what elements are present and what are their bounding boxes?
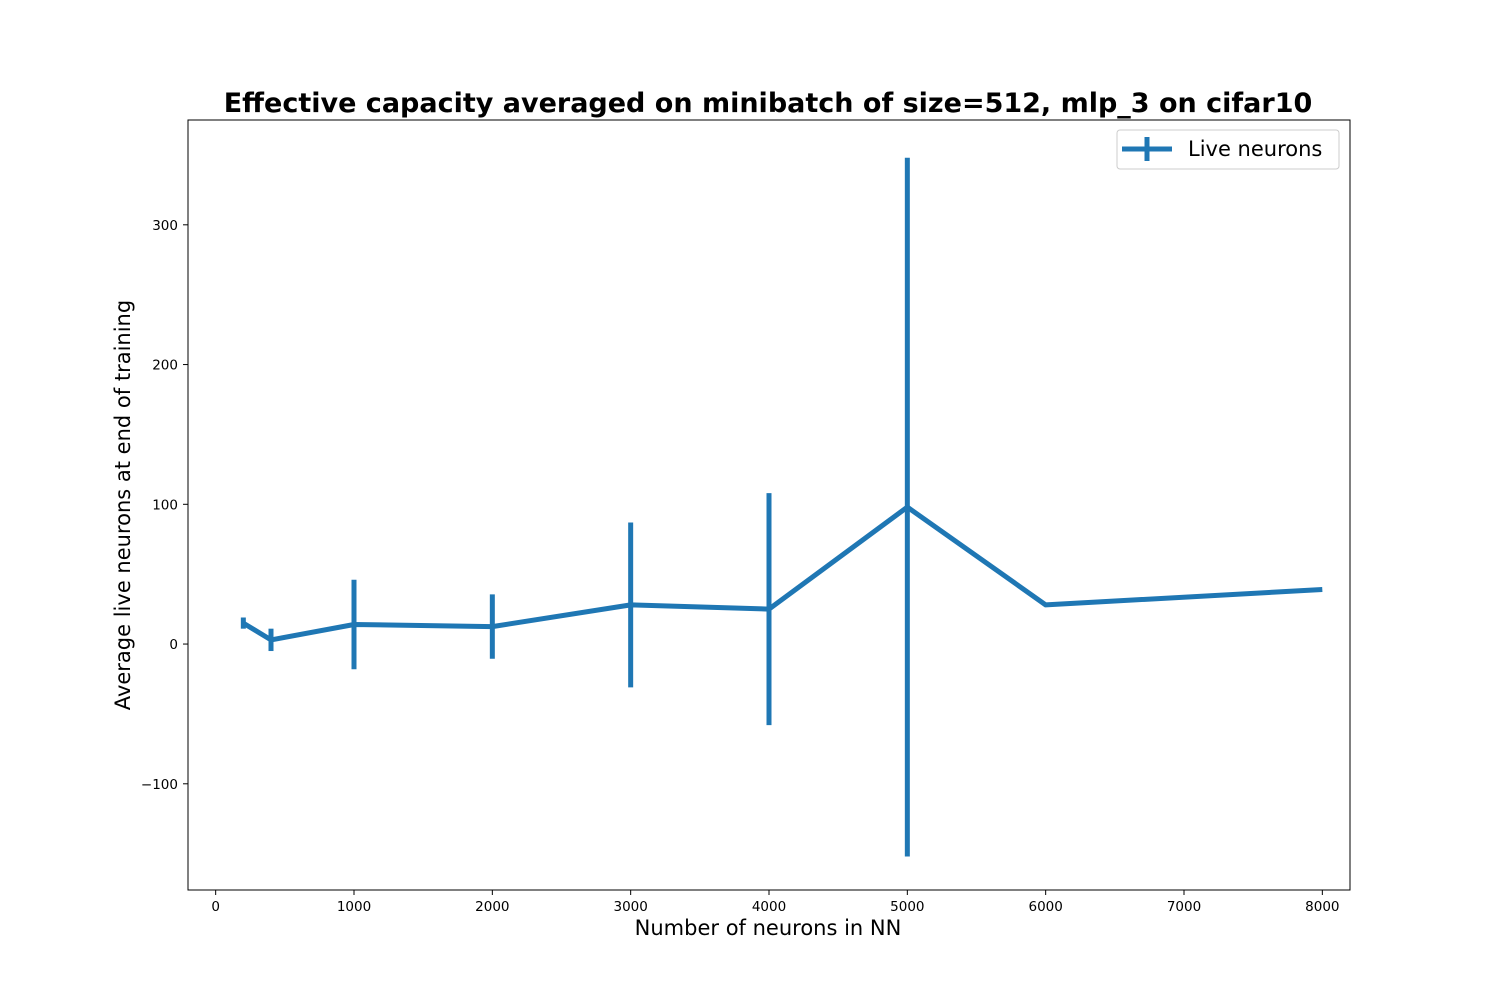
x-tick-label: 2000 bbox=[475, 899, 509, 915]
x-tick-label: 1000 bbox=[337, 899, 371, 915]
legend-label-live-neurons: Live neurons bbox=[1188, 137, 1322, 161]
x-tick-label: 7000 bbox=[1167, 899, 1201, 915]
x-tick-label: 0 bbox=[211, 899, 220, 915]
x-tick-label: 8000 bbox=[1305, 899, 1339, 915]
x-tick-label: 6000 bbox=[1028, 899, 1062, 915]
y-tick-label: 300 bbox=[152, 218, 178, 234]
series-layer bbox=[240, 157, 1323, 857]
x-tick-label: 4000 bbox=[752, 899, 786, 915]
x-tick-label: 5000 bbox=[890, 899, 924, 915]
y-tick-label: 100 bbox=[152, 497, 178, 513]
y-axis-label: Average live neurons at end of training bbox=[111, 300, 135, 710]
y-tick-label: 200 bbox=[152, 358, 178, 374]
legend: Live neurons bbox=[1116, 129, 1340, 170]
x-axis: 0 1000 2000 3000 4000 5000 6000 7000 8000 bbox=[211, 890, 1340, 915]
y-tick-label: −100 bbox=[141, 777, 178, 793]
y-axis: −100 0 100 200 300 bbox=[141, 218, 188, 793]
x-tick-label: 3000 bbox=[613, 899, 647, 915]
legend-box bbox=[1116, 129, 1340, 170]
x-axis-label: Number of neurons in NN bbox=[635, 916, 902, 940]
chart-title: Effective capacity averaged on minibatch… bbox=[224, 88, 1313, 119]
y-tick-label: 0 bbox=[169, 637, 178, 653]
